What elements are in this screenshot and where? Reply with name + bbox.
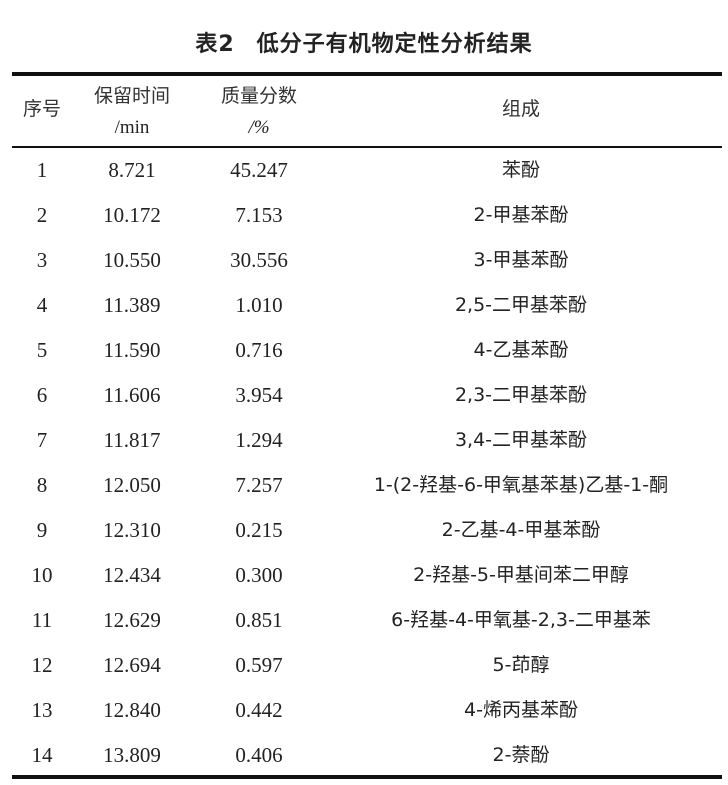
mass-fraction: 0.851 xyxy=(235,608,283,632)
mass-fraction: 7.153 xyxy=(235,203,283,227)
component-name: 4-乙基苯酚 xyxy=(473,339,569,361)
row-number: 6 xyxy=(36,383,48,407)
mass-fraction: 7.257 xyxy=(235,473,283,497)
row-number: 7 xyxy=(36,428,48,452)
header-component: 组成 xyxy=(501,98,540,120)
row-number: 12 xyxy=(31,653,53,677)
mass-fraction: 30.556 xyxy=(230,248,288,272)
retention-time: 12.050 xyxy=(103,473,161,497)
mass-fraction: 0.716 xyxy=(235,338,283,362)
mass-fraction: 3.954 xyxy=(235,383,283,407)
mass-fraction: 0.597 xyxy=(235,653,283,677)
header-no: 序号 xyxy=(22,98,61,120)
row-number: 2 xyxy=(36,203,48,227)
component-name: 2,3-二甲基苯酚 xyxy=(454,384,588,406)
mass-fraction: 0.406 xyxy=(235,743,283,767)
bottom-rule xyxy=(12,775,722,779)
component-name: 2,5-二甲基苯酚 xyxy=(454,294,588,316)
retention-time: 10.172 xyxy=(103,203,161,227)
row-number: 13 xyxy=(31,698,53,722)
row-number: 14 xyxy=(31,743,53,767)
header-fraction: 质量分数 xyxy=(220,85,297,107)
component-name: 3,4-二甲基苯酚 xyxy=(454,429,588,451)
row-number: 11 xyxy=(31,608,53,632)
retention-time: 8.721 xyxy=(108,158,156,182)
mass-fraction: 1.010 xyxy=(235,293,283,317)
header-fraction-unit: /% xyxy=(248,117,270,138)
header-time: 保留时间 xyxy=(93,85,170,107)
mass-fraction: 1.294 xyxy=(235,428,283,452)
row-number: 1 xyxy=(36,158,48,182)
component-name: 1-(2-羟基-6-甲氧基苯基)乙基-1-酮 xyxy=(373,474,669,496)
component-name: 5-茚醇 xyxy=(492,654,550,676)
row-number: 4 xyxy=(36,293,48,317)
retention-time: 13.809 xyxy=(103,743,161,767)
component-name: 苯酚 xyxy=(501,159,540,181)
row-number: 3 xyxy=(36,248,48,272)
table-title: 低分子有机物定性分析结果 xyxy=(256,32,533,57)
header-time-unit: /min xyxy=(114,117,150,138)
retention-time: 12.310 xyxy=(103,518,161,542)
retention-time: 11.817 xyxy=(103,428,161,452)
table-caption: 表2 低分子有机物定性分析结果 xyxy=(0,26,728,58)
retention-time: 12.629 xyxy=(103,608,161,632)
retention-time: 12.840 xyxy=(103,698,161,722)
retention-time: 10.550 xyxy=(103,248,161,272)
component-name: 4-烯丙基苯酚 xyxy=(464,699,578,721)
mass-fraction: 0.300 xyxy=(235,563,283,587)
header-rule xyxy=(12,146,722,148)
mass-fraction: 0.442 xyxy=(235,698,283,722)
top-rule xyxy=(12,72,722,76)
component-name: 6-羟基-4-甲氧基-2,3-二甲基苯 xyxy=(391,609,651,631)
row-number: 10 xyxy=(31,563,53,587)
retention-time: 12.694 xyxy=(103,653,161,677)
component-name: 2-乙基-4-甲基苯酚 xyxy=(441,519,601,541)
row-number: 5 xyxy=(36,338,48,362)
row-number: 9 xyxy=(36,518,48,542)
component-name: 2-羟基-5-甲基间苯二甲醇 xyxy=(413,564,629,586)
component-name: 2-甲基苯酚 xyxy=(473,204,569,226)
component-name: 2-萘酚 xyxy=(492,744,550,766)
retention-time: 11.389 xyxy=(103,293,161,317)
retention-time: 11.590 xyxy=(103,338,161,362)
row-number: 8 xyxy=(36,473,48,497)
retention-time: 11.606 xyxy=(103,383,161,407)
mass-fraction: 0.215 xyxy=(235,518,283,542)
component-name: 3-甲基苯酚 xyxy=(473,249,569,271)
table-label: 表2 xyxy=(195,32,235,57)
mass-fraction: 45.247 xyxy=(230,158,288,182)
retention-time: 12.434 xyxy=(103,563,161,587)
